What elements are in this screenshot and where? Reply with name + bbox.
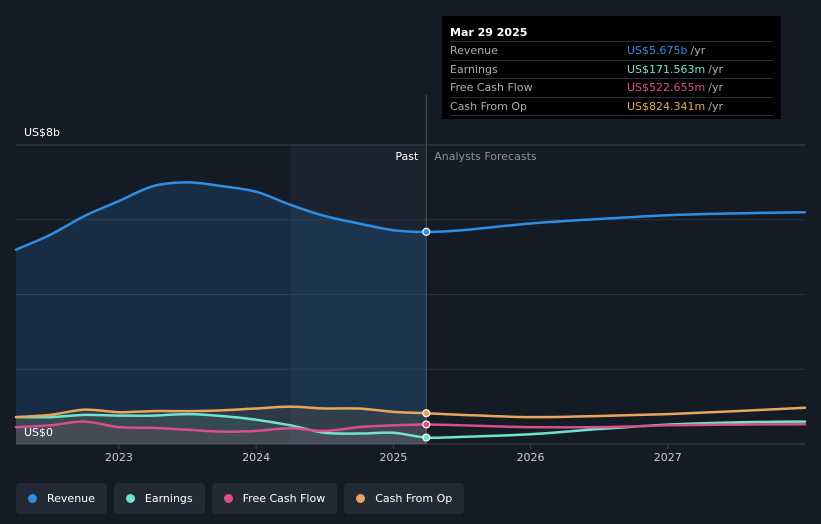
tooltip-row-label: Cash From Op (450, 99, 528, 113)
x-tick-label: 2024 (242, 451, 270, 464)
series-marker-free-cash-flow (422, 420, 431, 429)
tooltip-row: Free Cash Flow US$522.655m/yr (450, 78, 773, 97)
tooltip-row: Revenue US$5.675b/yr (450, 41, 773, 60)
legend-item-free-cash-flow[interactable]: Free Cash Flow (211, 483, 338, 514)
legend-label: Free Cash Flow (242, 492, 326, 505)
tooltip-date: Mar 29 2025 (450, 26, 528, 39)
x-tick-label: 2023 (105, 451, 133, 464)
tooltip-row-unit: /yr (690, 44, 706, 57)
tooltip-row: Earnings US$171.563m/yr (450, 59, 773, 79)
legend-label: Earnings (144, 492, 193, 505)
legend-item-earnings[interactable]: Earnings (113, 483, 205, 514)
forecast-label: Analysts Forecasts (434, 150, 537, 163)
chart-legend: Revenue Earnings Free Cash Flow Cash From O… (16, 483, 465, 514)
series-line-cash-from-op (14, 405, 807, 419)
tooltip-row-unit: /yr (708, 81, 723, 94)
legend-label: Cash From Op (375, 492, 453, 505)
series-line-earnings (14, 412, 807, 440)
chart-area: 2023 2024 2025 2026 2027 US$8b US$0 Past Analyst… (14, 95, 807, 464)
tooltip-row-value: US$171.563m (627, 62, 706, 76)
legend-dot-icon (356, 494, 366, 503)
legend-item-revenue[interactable]: Revenue (16, 483, 107, 514)
series-marker-cash-from-op (422, 409, 431, 418)
tooltip-row-label: Free Cash Flow (450, 81, 533, 94)
x-tick-label: 2025 (379, 451, 407, 464)
series-line-free-cash-flow (14, 420, 807, 433)
tooltip-row-label: Revenue (450, 44, 498, 57)
x-tick-label: 2026 (517, 451, 545, 464)
tooltip-row-unit: /yr (708, 99, 723, 113)
series-marker-revenue (422, 227, 431, 236)
legend-dot-icon (28, 494, 37, 503)
legend-dot-icon (223, 494, 233, 503)
hover-tooltip: Mar 29 2025 Revenue US$5.675b/yr Earnings U… (442, 16, 781, 119)
tooltip-row-label: Earnings (450, 62, 498, 76)
tooltip-row-value: US$824.341m (627, 99, 706, 113)
y-axis-bottom-label: US$0 (24, 426, 53, 439)
series-area-cash-from-op (16, 406, 427, 444)
legend-dot-icon (125, 494, 135, 503)
legend-label: Revenue (47, 492, 95, 505)
tooltip-row-value: US$5.675b (627, 44, 688, 57)
tooltip-row-unit: /yr (708, 62, 723, 76)
series-marker-earnings (422, 433, 431, 442)
y-axis-top-label: US$8b (24, 126, 60, 139)
tooltip-row-value: US$522.655m (627, 81, 706, 94)
series-area-revenue (16, 182, 427, 444)
series-line-revenue (14, 181, 807, 251)
past-label: Past (395, 150, 419, 163)
legend-item-cash-from-op[interactable]: Cash From Op (344, 483, 465, 514)
x-tick-label: 2027 (654, 451, 682, 464)
tooltip-row: Cash From Op US$824.341m/yr (450, 96, 773, 116)
series-area-earnings (16, 414, 427, 444)
